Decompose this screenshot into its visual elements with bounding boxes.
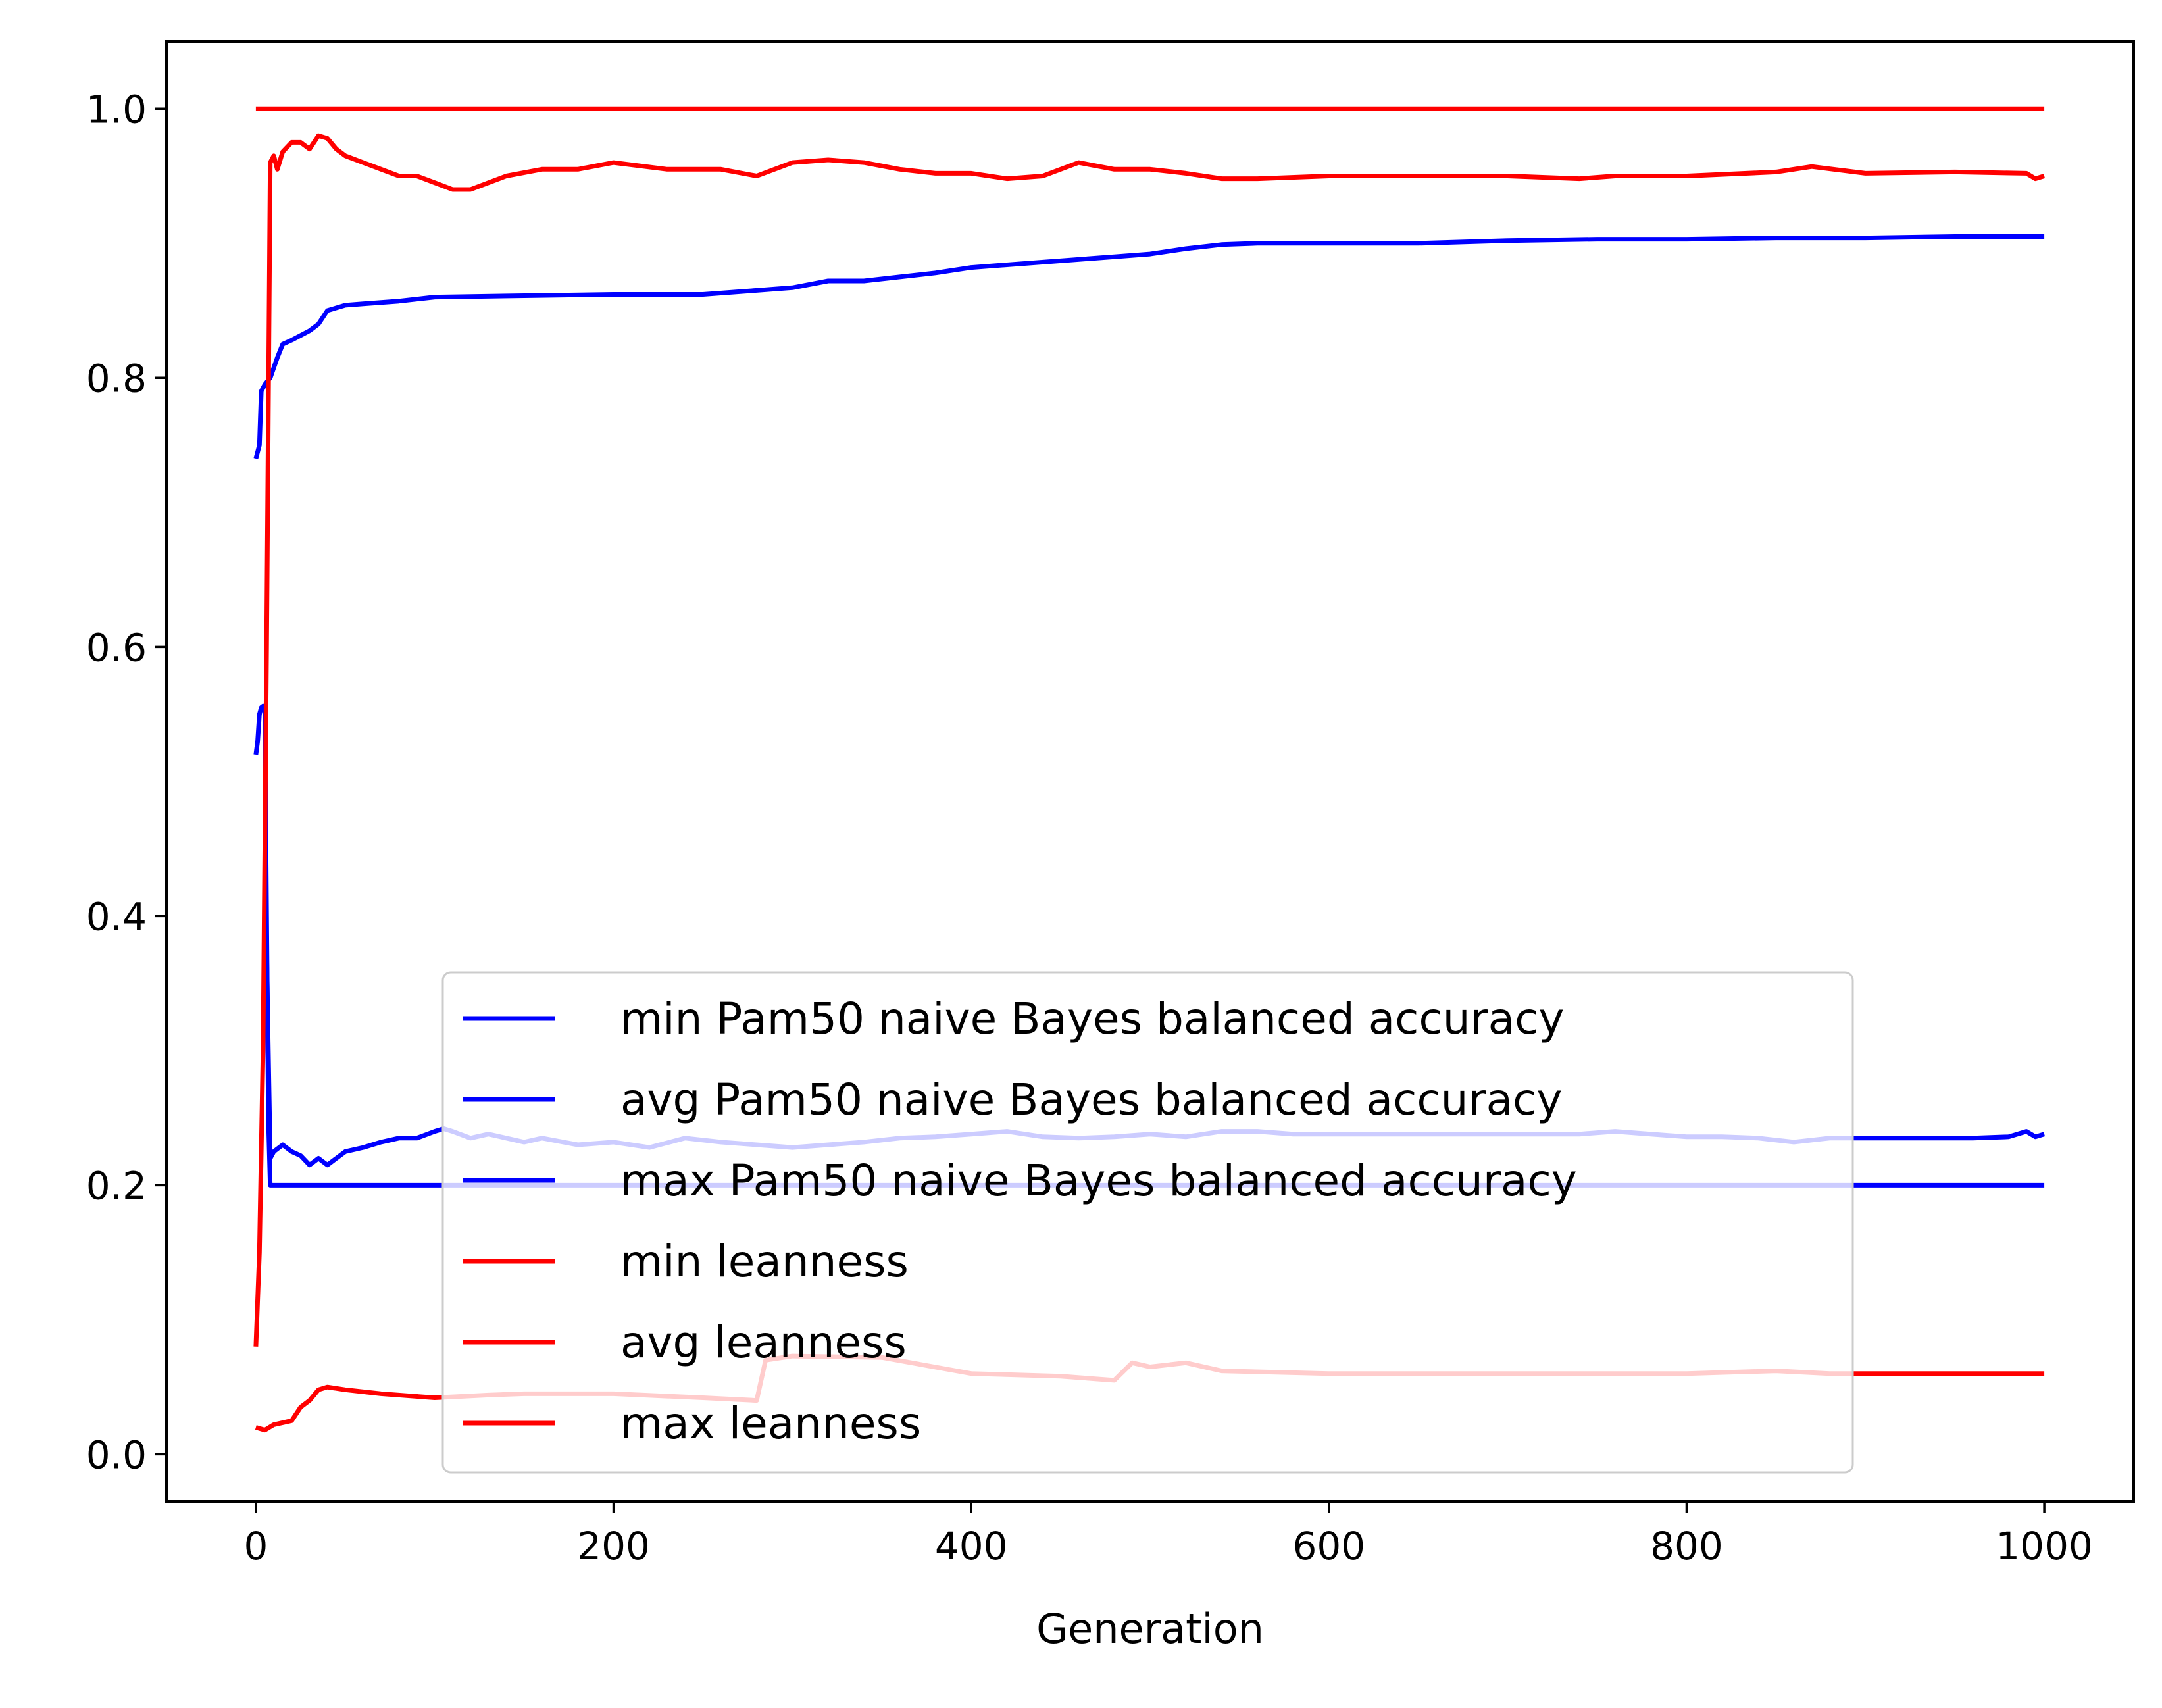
x-tick-label: 0 xyxy=(243,1524,268,1569)
legend-label: max leanness xyxy=(620,1398,921,1449)
legend-label: min Pam50 naive Bayes balanced accuracy xyxy=(620,993,1564,1044)
y-tick-label: 0.0 xyxy=(86,1432,147,1477)
legend-box xyxy=(441,971,1854,1474)
plot-frame xyxy=(165,40,2135,1503)
y-tick-label: 1.0 xyxy=(86,87,147,132)
y-tick-label: 0.8 xyxy=(86,356,147,401)
series-line-max-pam50-naive-bayes-balanced-accuracy xyxy=(253,234,2045,459)
x-tick-label: 1000 xyxy=(1996,1524,2093,1569)
y-axis-ticks: 0.0 0.2 0.4 0.6 0.8 1.0 xyxy=(86,87,166,1477)
series-line-avg-leanness xyxy=(253,133,2046,1347)
x-tick-label: 400 xyxy=(935,1524,1008,1569)
legend-label: avg Pam50 naive Bayes balanced accuracy xyxy=(620,1074,1562,1125)
legend-label: min leanness xyxy=(620,1236,909,1287)
y-tick-label: 0.2 xyxy=(86,1163,147,1208)
x-tick-label: 600 xyxy=(1292,1524,1365,1569)
y-tick-label: 0.6 xyxy=(86,625,147,670)
x-tick-label: 200 xyxy=(577,1524,650,1569)
legend-label: max Pam50 naive Bayes balanced accuracy xyxy=(620,1155,1577,1206)
legend-label: avg leanness xyxy=(620,1317,907,1368)
x-axis-label: Generation xyxy=(1036,1605,1264,1653)
x-tick-label: 800 xyxy=(1650,1524,1723,1569)
legend: min Pam50 naive Bayes balanced accuracy a… xyxy=(441,971,1854,1474)
x-axis-ticks: 0 200 400 600 800 1000 xyxy=(243,1501,2093,1569)
y-tick-label: 0.4 xyxy=(86,894,147,939)
